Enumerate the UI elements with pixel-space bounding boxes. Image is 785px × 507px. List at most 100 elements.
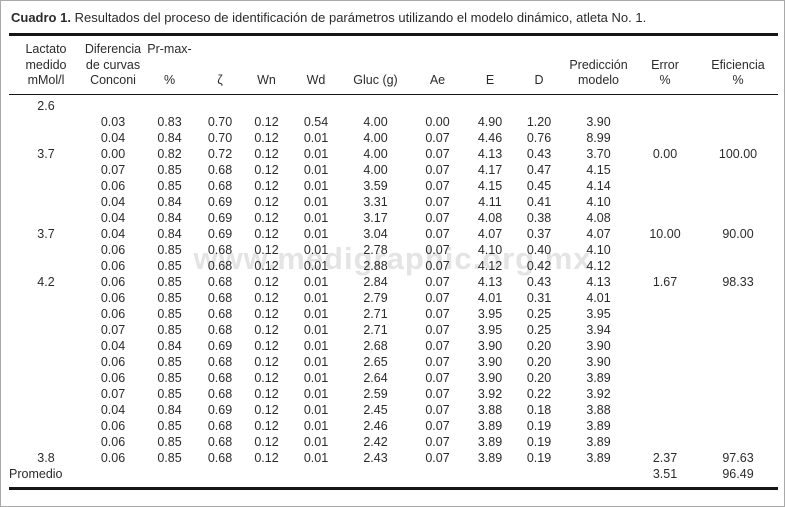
table-cell: 4.13	[477, 274, 503, 289]
table-cell	[9, 162, 83, 178]
table-cell: 2.71	[363, 322, 388, 337]
table-row: 0.04 0.84 0.69 0.12 0.01 3.31 0.07 4.11 0.41 4.10	[9, 194, 778, 210]
table-cell: 4.14	[586, 178, 611, 193]
table-cell: 0.06	[100, 258, 126, 273]
table-cell: 0.20	[526, 338, 552, 353]
table-cell: 0.01	[303, 210, 329, 225]
table-row: 0.04 0.84 0.70 0.12 0.01 4.00 0.07 4.46 0.76 8.99	[9, 130, 778, 146]
table-cell: 0.85	[157, 178, 182, 193]
table-cell	[698, 322, 778, 338]
table-cell: 0.54	[303, 114, 329, 129]
table-cell: 0.12	[254, 146, 279, 161]
table-cell	[632, 370, 698, 386]
table-cell: 0.12	[254, 114, 279, 129]
table-cell: 0.19	[526, 434, 552, 449]
table-cell: 96.49	[722, 466, 754, 481]
table-cell: 0.68	[207, 370, 233, 385]
table-cell	[565, 466, 632, 489]
table-cell: 0.85	[157, 162, 182, 177]
table-cell: 0.70	[207, 130, 233, 145]
table-cell: 4.10	[477, 242, 503, 257]
table-cell	[9, 194, 83, 210]
table-cell: 3.89	[477, 418, 503, 433]
table-cell	[9, 178, 83, 194]
table-cell: 4.11	[478, 194, 502, 209]
table-cell: 0.68	[207, 354, 233, 369]
table-cell: 0.68	[207, 306, 233, 321]
table-cell	[698, 194, 778, 210]
table-cell: 3.51	[652, 466, 678, 481]
table-cell: 0.07	[425, 386, 450, 401]
table-cell: 1.20	[526, 114, 552, 129]
table-cell: 0.12	[254, 418, 279, 433]
table-cell	[9, 386, 83, 402]
table-cell: 0.01	[303, 162, 329, 177]
table-cell: 0.07	[425, 242, 450, 257]
table-cell: 0.12	[254, 242, 279, 257]
table-row: 0.06 0.85 0.68 0.12 0.01 2.88 0.07 4.12 0.42 4.12	[9, 258, 778, 274]
table-cell: 0.01	[303, 226, 329, 241]
table-cell	[698, 370, 778, 386]
table-cell: 0.00	[652, 146, 678, 161]
table-cell: 0.84	[157, 210, 182, 225]
table-cell: Promedio	[9, 466, 63, 481]
table-cell: 0.01	[303, 290, 329, 305]
table-cell	[143, 466, 196, 489]
table-cell: 0.68	[207, 450, 233, 465]
table-cell: 0.31	[526, 290, 552, 305]
header-e: E	[467, 33, 513, 95]
header-prediccion-modelo: Predicción modelo	[565, 33, 632, 95]
table-cell: 3.88	[477, 402, 503, 417]
table-cell: 0.01	[303, 338, 329, 353]
table-cell: 98.33	[722, 274, 754, 289]
table-cell	[9, 306, 83, 322]
table-cell: 2.79	[363, 290, 388, 305]
table-cell	[632, 354, 698, 370]
table-cell: 0.01	[303, 130, 329, 145]
table-cell: 0.06	[100, 434, 126, 449]
table-cell: 0.68	[207, 258, 233, 273]
table-cell: 0.68	[207, 418, 233, 433]
table-cell: 0.83	[157, 114, 182, 129]
table-cell: 0.07	[100, 386, 126, 401]
table-cell: 0.07	[425, 210, 450, 225]
table-cell: 0.69	[207, 402, 233, 417]
table-cell: 0.69	[207, 226, 233, 241]
table-row: 0.07 0.85 0.68 0.12 0.01 4.00 0.07 4.17 0.47 4.15	[9, 162, 778, 178]
table-cell: 3.8	[37, 450, 55, 465]
table-cell: 0.68	[207, 290, 233, 305]
table-cell: 0.06	[100, 354, 126, 369]
table-cell: 0.69	[207, 210, 233, 225]
header-zeta: ζ	[196, 33, 244, 95]
table-cell: 0.68	[207, 386, 233, 401]
table-row: 0.06 0.85 0.68 0.12 0.01 2.78 0.07 4.10 0.40 4.10	[9, 242, 778, 258]
table-header-row: Lactato medido mMol/l Diferencia de curv…	[9, 33, 778, 95]
table-cell: 0.04	[100, 338, 126, 353]
table-cell: 0.07	[100, 322, 126, 337]
table-cell	[698, 130, 778, 146]
table-cell	[632, 402, 698, 418]
table-cell	[698, 114, 778, 130]
table-cell: 10.00	[649, 226, 681, 241]
table-cell: 4.00	[363, 130, 388, 145]
table-cell: 3.89	[586, 450, 611, 465]
table-cell: 0.69	[207, 338, 233, 353]
table-cell: 3.31	[363, 194, 388, 209]
table-cell	[143, 94, 196, 114]
table-cell: 0.06	[100, 306, 126, 321]
table-cell: 4.01	[586, 290, 611, 305]
table-cell: 3.89	[586, 418, 611, 433]
table-cell	[632, 290, 698, 306]
table-cell	[9, 402, 83, 418]
table-row: 3.8 0.06 0.85 0.68 0.12 0.01 2.43 0.07 3.89 0.19 3…	[9, 450, 778, 466]
table-cell: 2.42	[363, 434, 388, 449]
table-cell: 0.84	[157, 226, 182, 241]
table-cell: 0.37	[526, 226, 552, 241]
table-cell	[513, 94, 565, 114]
table-cell: 0.19	[526, 418, 552, 433]
table-cell: 0.76	[526, 130, 552, 145]
table-body: 2.6 0.03 0.83 0.70 0.12 0.54 4.00 0.00 4.90 1.20 3…	[9, 94, 778, 488]
table-cell: 0.12	[254, 386, 279, 401]
table-cell	[467, 466, 513, 489]
